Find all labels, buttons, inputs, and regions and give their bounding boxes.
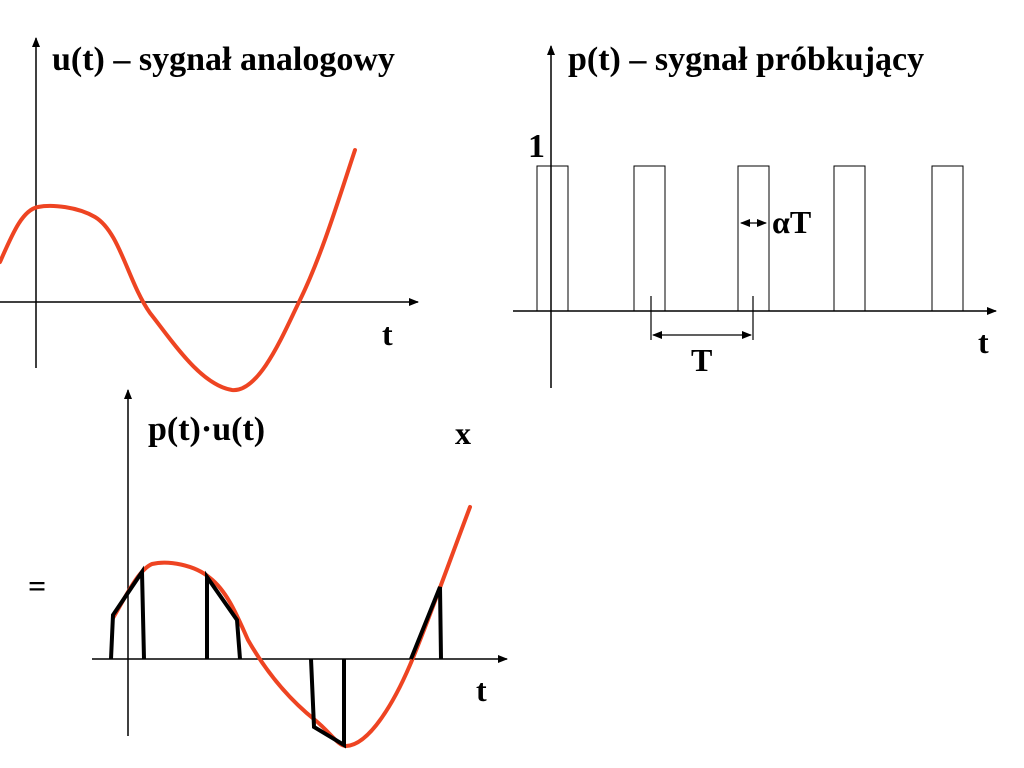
sample-2 [205, 570, 242, 660]
pulse-2 [633, 165, 666, 312]
sampling-t-axis-label: t [978, 324, 989, 360]
pulse-1 [536, 165, 569, 312]
sampling-level-label: 1 [528, 128, 545, 165]
product-t-axis-label: t [476, 672, 487, 708]
equals-sign: = [28, 568, 47, 604]
pulse-3 [737, 165, 770, 312]
sampling-title: p(t) – sygnał próbkujący [568, 41, 925, 78]
pulse-train [536, 165, 964, 312]
product-title: p(t)·u(t) [148, 411, 266, 448]
analog-title: u(t) – sygnał analogowy [52, 41, 395, 78]
pulse-width-label: αT [772, 204, 812, 240]
sample-3 [309, 658, 346, 749]
sample-pulses [109, 565, 443, 749]
pulse-5 [931, 165, 964, 312]
panel-sampling [513, 45, 997, 388]
product-signal-curve [111, 505, 472, 749]
panel-product [92, 389, 508, 749]
multiply-sign: x [455, 415, 471, 451]
pulse-4 [833, 165, 866, 312]
analog-signal-curve [0, 148, 357, 393]
analog-t-axis-label: t [382, 316, 393, 352]
sample-1 [109, 565, 146, 660]
panel-analog [0, 37, 419, 393]
sample-4 [409, 586, 443, 660]
period-label: T [691, 342, 713, 378]
